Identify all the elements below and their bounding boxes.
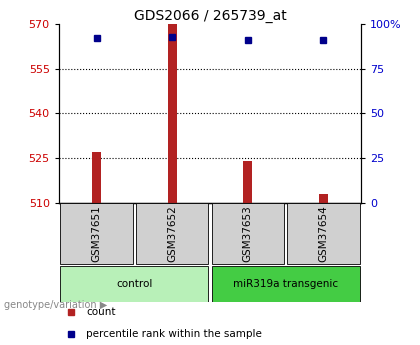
Text: GSM37651: GSM37651 — [92, 205, 102, 262]
Text: control: control — [116, 279, 152, 289]
Bar — [60, 266, 208, 302]
Text: percentile rank within the sample: percentile rank within the sample — [86, 329, 262, 338]
Bar — [92, 152, 101, 203]
Bar — [287, 203, 360, 264]
Bar — [212, 266, 360, 302]
Bar — [319, 194, 328, 203]
Bar — [243, 161, 252, 203]
Text: count: count — [86, 307, 116, 317]
Bar — [168, 24, 177, 203]
Bar — [212, 203, 284, 264]
Bar — [60, 203, 133, 264]
Title: GDS2066 / 265739_at: GDS2066 / 265739_at — [134, 9, 286, 23]
Text: GSM37654: GSM37654 — [318, 205, 328, 262]
Text: GSM37652: GSM37652 — [167, 205, 177, 262]
Text: miR319a transgenic: miR319a transgenic — [233, 279, 338, 289]
Text: GSM37653: GSM37653 — [243, 205, 253, 262]
Bar — [136, 203, 208, 264]
Text: genotype/variation ▶: genotype/variation ▶ — [4, 300, 108, 310]
